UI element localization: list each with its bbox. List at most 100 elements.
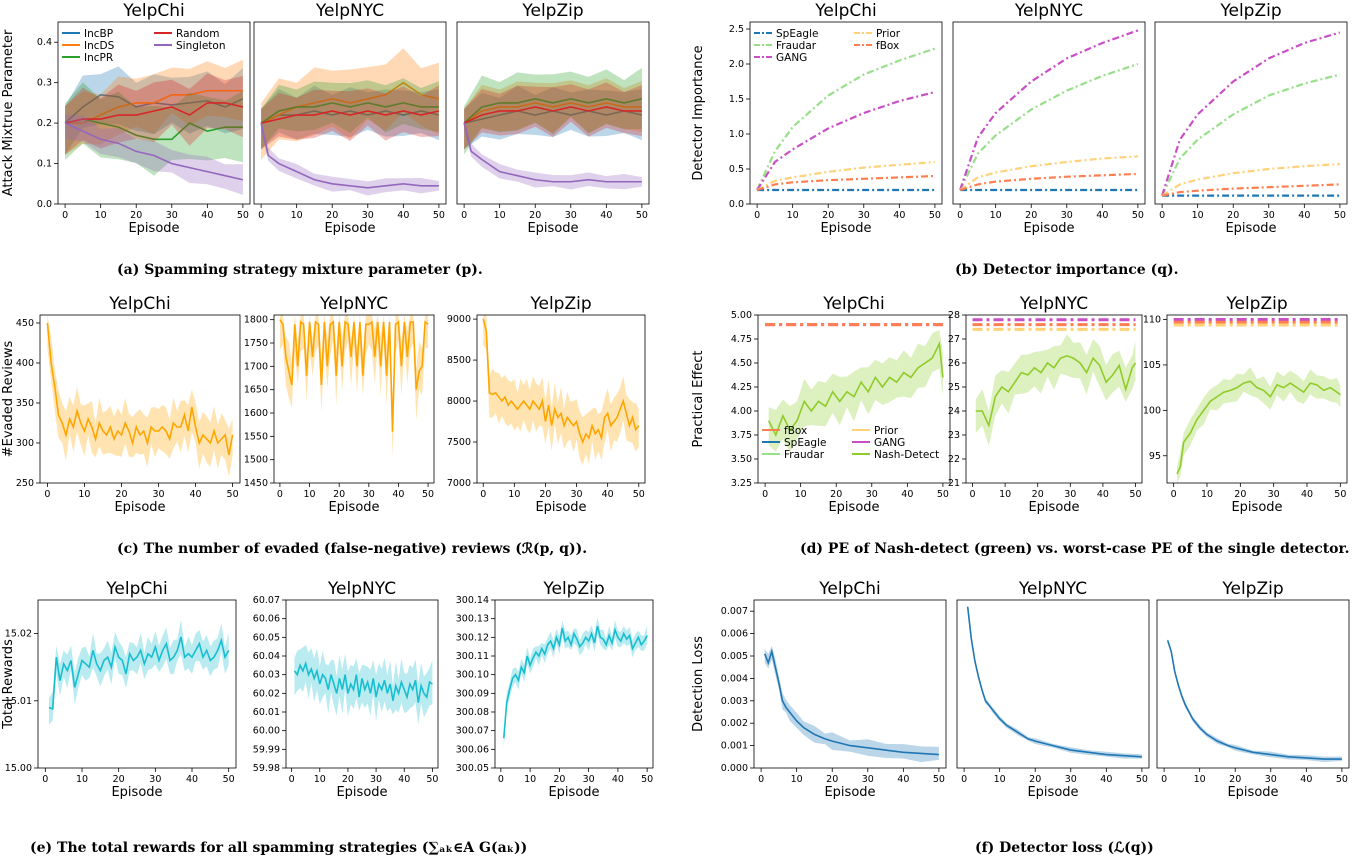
x-tick-label: 20: [326, 210, 338, 221]
x-tick-label: 30: [166, 210, 178, 221]
x-tick-label: 30: [858, 210, 870, 221]
plot-frame: [37, 599, 237, 769]
x-tick-label: 30: [370, 774, 382, 785]
legend-label-SpEagle: SpEagle: [776, 28, 818, 40]
x-axis-label: Episode: [336, 785, 387, 800]
legend-label-Nash-Detect: Nash-Detect: [874, 449, 939, 461]
line-series: [966, 606, 1142, 758]
x-tick-label: 20: [342, 774, 354, 785]
y-tick-label: 15.02: [5, 629, 32, 640]
y-tick-label: 300.11: [456, 651, 489, 662]
y-tick-label: 25: [948, 382, 960, 393]
y-tick-label: 60.00: [253, 726, 280, 737]
band-IncDS: [464, 78, 642, 150]
x-tick-label: 40: [1298, 210, 1310, 221]
y-tick-label: 21: [948, 478, 960, 489]
y-axis-label: Detector Importance: [691, 45, 706, 180]
y-tick-label: 4.00: [731, 406, 752, 417]
subplot-title: YelpChi: [818, 579, 880, 599]
plot-frame: [1154, 21, 1348, 205]
y-tick-label: 1750: [244, 338, 268, 349]
subplot-title: YelpChi: [105, 579, 167, 599]
x-axis-label: Episode: [1231, 500, 1282, 515]
x-axis-label: Episode: [114, 500, 165, 515]
x-tick-label: 50: [1334, 489, 1346, 500]
x-tick-label: 40: [186, 774, 198, 785]
y-tick-label: 9000: [447, 314, 471, 325]
line-IncPR: [260, 102, 439, 124]
subplot-title: YelpNYC: [1019, 294, 1088, 314]
legend-label-IncBP: IncBP: [84, 28, 113, 40]
chart-f-svg: YelpChi 0 10 20 30 40 50 Episode 0.000 0.001 0.002…: [691, 579, 1350, 800]
line-series: [482, 318, 640, 445]
x-tick-label: 30: [1263, 210, 1275, 221]
x-tick-label: 10: [1194, 774, 1206, 785]
chart-e-svg: YelpChi 0 10 20 30 40 50 Episode 15.00 15.01 15.02…: [1, 579, 654, 800]
x-tick-label: 20: [830, 489, 842, 500]
chart-a: YelpChi 0 10 20 30 40 50 Episode 0.0 0.1 0.2 0.3 0.4…: [0, 0, 680, 245]
x-tick-label: 0: [961, 774, 967, 785]
y-tick-label: 0.007: [721, 606, 748, 617]
x-tick-label: 0: [969, 489, 975, 500]
y-axis-label: Practical Effect: [691, 350, 706, 447]
y-tick-label: 300: [16, 438, 34, 449]
x-axis-label: Episode: [1027, 785, 1078, 800]
subplot-title: YelpZip: [1219, 1, 1281, 21]
x-axis-label: Episode: [328, 500, 379, 515]
y-tick-label: 0.1: [37, 159, 52, 170]
x-tick-label: 10: [314, 774, 326, 785]
plot-frame: [476, 314, 646, 484]
subplot-c-2: YelpZip 0 10 20 30 40 50 Episode 7000 7500 8000 850…: [447, 294, 646, 515]
legend-label-Fraudar: Fraudar: [776, 40, 817, 52]
line-Singleton: [260, 122, 439, 189]
x-tick-label: 50: [641, 774, 653, 785]
x-tick-label: 40: [201, 210, 213, 221]
legend-label-Singleton: Singleton: [176, 40, 225, 52]
x-tick-label: 30: [1268, 489, 1280, 500]
x-tick-label: 50: [1334, 210, 1346, 221]
y-tick-label: 26: [948, 358, 960, 369]
x-tick-label: 50: [933, 774, 945, 785]
y-tick-label: 60.06: [253, 614, 280, 625]
x-tick-label: 50: [929, 210, 941, 221]
subplot-title: YelpZip: [1221, 579, 1283, 599]
subplot-title: YelpNYC: [327, 579, 396, 599]
line-GANG: [756, 90, 936, 191]
y-tick-label: 5.00: [731, 310, 752, 321]
band-series: [503, 617, 648, 748]
y-tick-label: 2.5: [729, 24, 744, 35]
chart-b: YelpChi 0 10 20 30 40 50 Episode 0.0 0.5 1.0 1.5 2.0…: [690, 0, 1359, 245]
plot-frame: [952, 21, 1146, 205]
subplot-d-0: YelpChi 0 10 20 30 40 50 Episode 3.25 3.50 3.75 4.0…: [691, 294, 951, 515]
y-tick-label: 250: [16, 478, 34, 489]
subplot-title: YelpNYC: [1018, 579, 1087, 599]
x-tick-label: 10: [787, 210, 799, 221]
caption-c: (c) The number of evaded (false-negative…: [117, 541, 588, 557]
x-axis-label: Episode: [820, 221, 871, 236]
x-tick-label: 30: [362, 210, 374, 221]
x-tick-label: 10: [994, 774, 1006, 785]
y-tick-label: 4.25: [731, 382, 752, 393]
band-IncDS: [261, 48, 439, 160]
x-tick-label: 20: [1025, 210, 1037, 221]
x-tick-label: 20: [1234, 489, 1246, 500]
band-series: [967, 605, 1142, 759]
x-tick-label: 20: [826, 774, 838, 785]
legend-label-Fraudar: Fraudar: [784, 449, 825, 461]
x-tick-label: 0: [480, 489, 486, 500]
plot-frame: [456, 21, 650, 205]
x-axis-label: Episode: [1227, 785, 1278, 800]
y-tick-label: 7500: [447, 437, 471, 448]
y-tick-label: 2.0: [729, 59, 744, 70]
y-tick-label: 1500: [244, 455, 268, 466]
x-axis-label: Episode: [324, 221, 375, 236]
x-tick-label: 40: [612, 774, 624, 785]
x-tick-label: 10: [795, 489, 807, 500]
line-series: [46, 322, 234, 456]
y-tick-label: 0.0: [37, 199, 52, 210]
y-tick-label: 4.75: [731, 334, 752, 345]
line-Nash-Detect: [975, 354, 1137, 428]
y-tick-label: 0.2: [37, 118, 52, 129]
y-tick-label: 0.5: [729, 164, 744, 175]
x-tick-label: 30: [866, 489, 878, 500]
